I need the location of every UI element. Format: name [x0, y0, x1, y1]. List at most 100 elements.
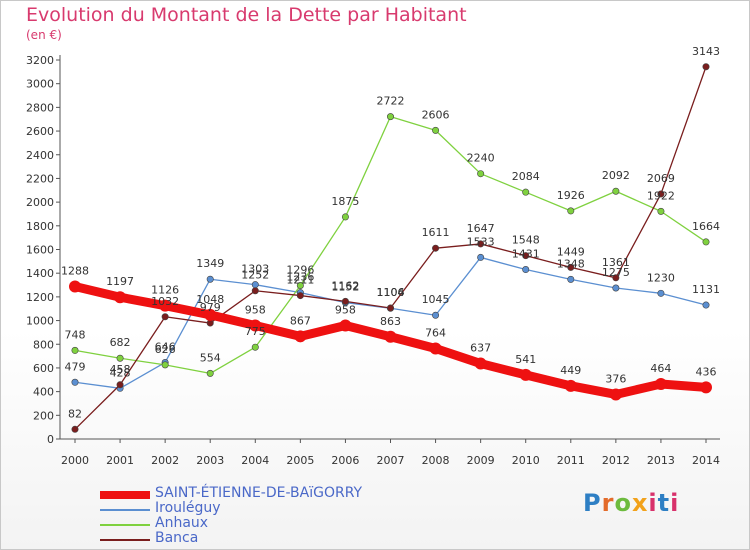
data-label: 1048 [196, 293, 224, 306]
data-point [249, 319, 262, 332]
data-label: 863 [380, 315, 401, 328]
legend-swatch [100, 524, 150, 526]
y-tick-label: 0 [47, 433, 54, 446]
x-tick-label: 2013 [647, 454, 675, 467]
data-label: 2069 [647, 172, 675, 185]
y-tick-label: 600 [33, 362, 54, 375]
data-label: 979 [200, 301, 221, 314]
data-label: 3143 [692, 45, 720, 58]
data-point [429, 342, 442, 355]
y-tick-label: 1800 [26, 220, 54, 233]
data-point [432, 244, 440, 252]
x-tick-label: 2012 [602, 454, 630, 467]
data-point [564, 379, 577, 392]
data-point [567, 275, 575, 283]
data-point [71, 346, 79, 354]
data-point [609, 388, 622, 401]
data-label: 1131 [692, 283, 720, 296]
data-label: 1431 [512, 248, 540, 261]
data-label: 1230 [647, 271, 675, 284]
data-label: 1361 [602, 256, 630, 269]
data-label: 1296 [286, 264, 314, 277]
data-point [702, 63, 710, 71]
data-point [386, 113, 394, 121]
data-point [567, 263, 575, 271]
x-tick-label: 2006 [331, 454, 359, 467]
data-label: 376 [605, 372, 626, 385]
x-tick-label: 2008 [422, 454, 450, 467]
y-tick-label: 2000 [26, 196, 54, 209]
data-label: 2240 [467, 152, 495, 165]
data-label: 1647 [467, 222, 495, 235]
x-tick-label: 2007 [377, 454, 405, 467]
data-point [612, 187, 620, 195]
y-tick-label: 400 [33, 386, 54, 399]
data-point [116, 381, 124, 389]
legend-swatch [100, 491, 150, 499]
legend-label: Anhaux [155, 515, 209, 531]
data-point [654, 378, 667, 391]
data-point [114, 291, 127, 304]
x-tick-label: 2014 [692, 454, 720, 467]
data-point [116, 354, 124, 362]
chart-title: Evolution du Montant de la Dette par Hab… [26, 4, 467, 26]
x-tick-label: 2009 [467, 454, 495, 467]
data-point [700, 381, 712, 394]
data-point [474, 357, 487, 370]
data-label: 1349 [196, 257, 224, 270]
data-label: 1104 [377, 286, 405, 299]
data-label: 2606 [422, 108, 450, 121]
data-label: 1533 [467, 235, 495, 248]
data-point [519, 368, 532, 381]
data-label: 748 [65, 328, 86, 341]
data-point [612, 284, 620, 292]
data-label: 554 [200, 351, 221, 364]
data-label: 2092 [602, 169, 630, 182]
data-label: 82 [68, 407, 82, 420]
data-point [657, 190, 665, 198]
data-point [71, 378, 79, 386]
data-point [341, 213, 349, 221]
data-point [339, 319, 352, 332]
y-tick-label: 2200 [26, 172, 54, 185]
data-point [702, 301, 710, 309]
y-tick-label: 800 [33, 338, 54, 351]
data-point [522, 266, 530, 274]
y-tick-label: 2400 [26, 149, 54, 162]
data-label: 2722 [377, 95, 405, 108]
y-tick-label: 1600 [26, 244, 54, 257]
data-label: 682 [110, 336, 131, 349]
data-point [522, 252, 530, 260]
data-point [251, 343, 259, 351]
data-label: 449 [560, 364, 581, 377]
data-label: 541 [515, 353, 536, 366]
data-label: 1548 [512, 234, 540, 247]
data-point [71, 425, 79, 433]
data-point [567, 207, 575, 215]
data-point [69, 280, 81, 293]
data-point [384, 330, 397, 343]
data-point [251, 281, 259, 289]
data-point [477, 240, 485, 248]
data-label: 1197 [106, 275, 134, 288]
x-tick-label: 2011 [557, 454, 585, 467]
data-point [204, 308, 217, 321]
data-point [161, 313, 169, 321]
y-tick-label: 2600 [26, 125, 54, 138]
data-point [477, 170, 485, 178]
x-tick-label: 2010 [512, 454, 540, 467]
data-label: 646 [155, 340, 176, 353]
legend-swatch [100, 539, 150, 541]
x-tick-label: 2001 [106, 454, 134, 467]
y-tick-label: 1000 [26, 315, 54, 328]
data-label: 479 [65, 360, 86, 373]
data-label: 1045 [422, 293, 450, 306]
x-tick-label: 2000 [61, 454, 89, 467]
data-point [477, 253, 485, 261]
legend-label: Irouléguy [155, 500, 221, 516]
chart-subtitle: (en €) [26, 28, 62, 42]
data-label: 428 [110, 366, 131, 379]
data-label: 1611 [422, 226, 450, 239]
data-label: 464 [650, 362, 671, 375]
data-label: 637 [470, 342, 491, 355]
